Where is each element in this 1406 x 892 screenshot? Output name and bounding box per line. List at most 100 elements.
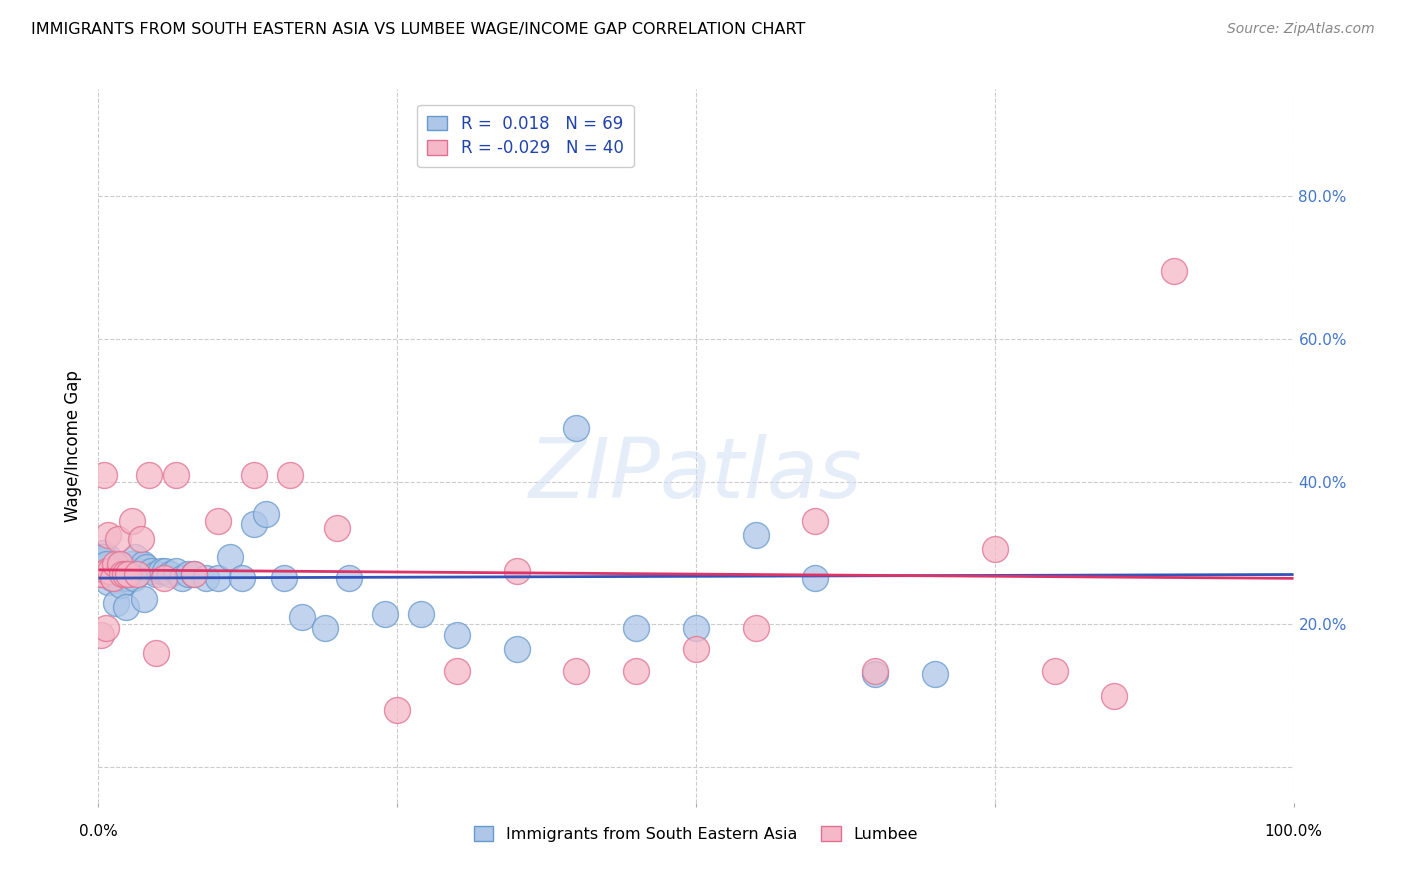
Point — [339, 571, 361, 585]
Point — [89, 567, 111, 582]
Point — [145, 646, 167, 660]
Point — [112, 564, 135, 578]
Point — [93, 467, 115, 482]
Point — [101, 567, 124, 582]
Point — [94, 557, 117, 571]
Point — [411, 607, 433, 621]
Point — [107, 560, 129, 574]
Point — [96, 564, 118, 578]
Point — [115, 571, 138, 585]
Point — [207, 514, 229, 528]
Point — [865, 667, 887, 681]
Point — [115, 567, 138, 582]
Point — [565, 664, 588, 678]
Point — [100, 571, 122, 585]
Point — [745, 621, 768, 635]
Point — [97, 549, 120, 564]
Point — [1163, 264, 1185, 278]
Point — [243, 517, 266, 532]
Point — [924, 667, 946, 681]
Point — [114, 574, 136, 589]
Point — [506, 564, 529, 578]
Point — [565, 421, 588, 435]
Point — [165, 467, 187, 482]
Point — [506, 642, 529, 657]
Point — [254, 507, 277, 521]
Point — [273, 571, 295, 585]
Point — [110, 578, 132, 592]
Point — [111, 567, 134, 582]
Point — [177, 567, 200, 582]
Point — [132, 592, 155, 607]
Point — [125, 567, 148, 582]
Point — [145, 567, 167, 582]
Point — [159, 567, 181, 582]
Point — [100, 564, 122, 578]
Point — [115, 599, 138, 614]
Point — [94, 621, 117, 635]
Point — [446, 628, 468, 642]
Legend: Immigrants from South Eastern Asia, Lumbee: Immigrants from South Eastern Asia, Lumb… — [468, 820, 924, 848]
Point — [105, 596, 128, 610]
Point — [385, 703, 409, 717]
Point — [131, 557, 153, 571]
Point — [107, 571, 129, 585]
Point — [108, 557, 131, 571]
Text: Source: ZipAtlas.com: Source: ZipAtlas.com — [1227, 22, 1375, 37]
Point — [984, 542, 1007, 557]
Point — [231, 571, 253, 585]
Point — [93, 549, 115, 564]
Point — [98, 564, 122, 578]
Point — [108, 560, 131, 574]
Point — [139, 564, 162, 578]
Point — [117, 571, 139, 585]
Point — [120, 557, 142, 571]
Point — [446, 664, 468, 678]
Point — [91, 549, 114, 564]
Point — [94, 557, 117, 571]
Point — [626, 621, 648, 635]
Point — [111, 567, 134, 582]
Point — [804, 514, 827, 528]
Point — [105, 567, 128, 582]
Point — [1104, 689, 1126, 703]
Point — [104, 557, 127, 571]
Point — [124, 571, 146, 585]
Point — [183, 567, 205, 582]
Point — [685, 642, 707, 657]
Point — [219, 549, 242, 564]
Point — [131, 532, 153, 546]
Point — [149, 564, 172, 578]
Point — [291, 610, 314, 624]
Point — [685, 621, 707, 635]
Point — [172, 571, 194, 585]
Point — [278, 467, 301, 482]
Point — [110, 564, 132, 578]
Point — [243, 467, 266, 482]
Point — [90, 553, 112, 567]
Point — [138, 467, 160, 482]
Point — [98, 567, 121, 582]
Point — [97, 574, 120, 589]
Text: ZIPatlas: ZIPatlas — [529, 434, 863, 515]
Point — [124, 549, 146, 564]
Point — [326, 521, 349, 535]
Point — [103, 571, 125, 585]
Point — [97, 528, 120, 542]
Point — [128, 564, 150, 578]
Point — [626, 664, 648, 678]
Point — [745, 528, 768, 542]
Point — [865, 664, 887, 678]
Point — [104, 557, 127, 571]
Point — [122, 564, 145, 578]
Point — [117, 567, 139, 582]
Point — [114, 567, 136, 582]
Point — [91, 560, 114, 574]
Point — [98, 557, 122, 571]
Point — [155, 564, 177, 578]
Point — [153, 571, 176, 585]
Point — [135, 560, 157, 574]
Point — [1043, 664, 1066, 678]
Text: IMMIGRANTS FROM SOUTH EASTERN ASIA VS LUMBEE WAGE/INCOME GAP CORRELATION CHART: IMMIGRANTS FROM SOUTH EASTERN ASIA VS LU… — [31, 22, 806, 37]
Point — [183, 567, 205, 582]
